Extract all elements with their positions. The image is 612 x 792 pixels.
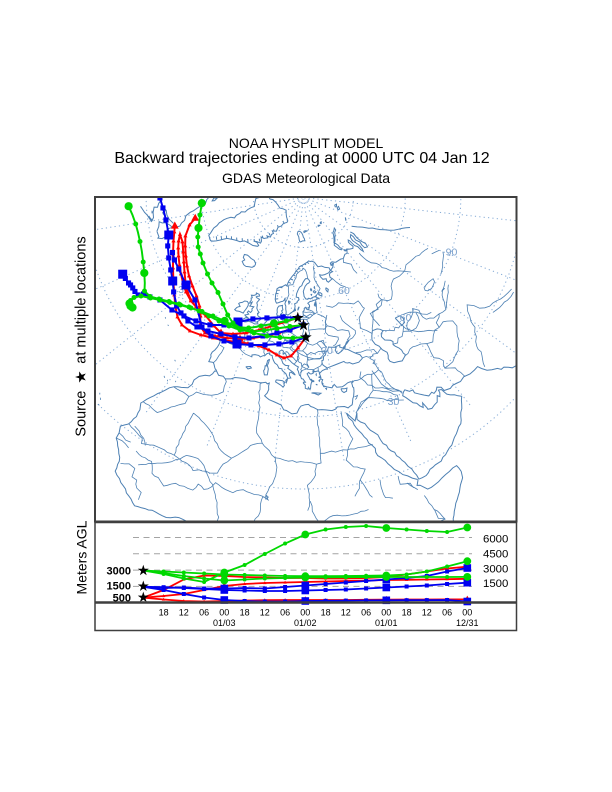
svg-text:12: 12 xyxy=(179,608,189,618)
svg-text:90: 90 xyxy=(446,247,458,259)
svg-text:06: 06 xyxy=(199,608,209,618)
svg-text:00: 00 xyxy=(381,608,391,618)
svg-text:3000: 3000 xyxy=(107,565,131,577)
svg-text:12: 12 xyxy=(422,608,432,618)
svg-text:12: 12 xyxy=(341,608,351,618)
svg-text:01/01: 01/01 xyxy=(375,618,398,628)
svg-text:12/31: 12/31 xyxy=(456,618,479,628)
svg-text:18: 18 xyxy=(240,608,250,618)
svg-text:00: 00 xyxy=(462,608,472,618)
svg-text:00: 00 xyxy=(300,608,310,618)
svg-text:60: 60 xyxy=(400,312,412,324)
svg-text:30: 30 xyxy=(178,284,190,296)
svg-text:3000: 3000 xyxy=(483,564,508,576)
svg-text:30: 30 xyxy=(321,345,333,357)
svg-text:18: 18 xyxy=(402,608,412,618)
svg-text:01/03: 01/03 xyxy=(213,618,236,628)
svg-text:500: 500 xyxy=(113,592,131,604)
svg-text:18: 18 xyxy=(159,608,169,618)
svg-text:30: 30 xyxy=(388,396,400,408)
svg-text:06: 06 xyxy=(442,608,452,618)
svg-text:00: 00 xyxy=(219,608,229,618)
svg-text:4500: 4500 xyxy=(483,549,508,561)
svg-text:01/02: 01/02 xyxy=(294,618,317,628)
svg-text:18: 18 xyxy=(321,608,331,618)
svg-text:1500: 1500 xyxy=(483,578,508,590)
svg-text:60: 60 xyxy=(338,285,350,297)
svg-text:1500: 1500 xyxy=(107,581,131,593)
svg-text:6000: 6000 xyxy=(483,534,508,546)
svg-text:06: 06 xyxy=(361,608,371,618)
svg-text:12: 12 xyxy=(260,608,270,618)
svg-text:06: 06 xyxy=(280,608,290,618)
